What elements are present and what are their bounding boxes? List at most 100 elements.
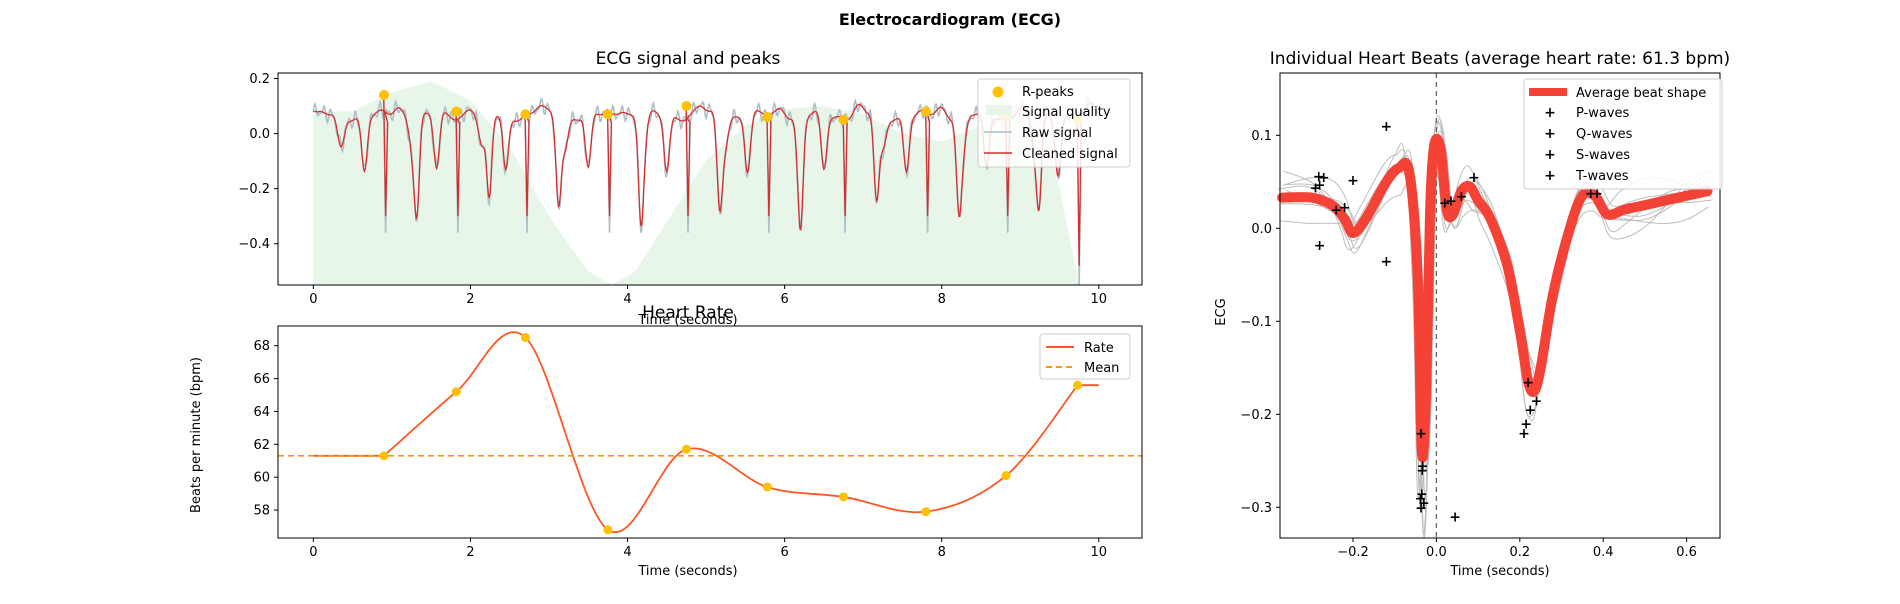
beats-ylabel: ECG xyxy=(1214,298,1229,325)
heart-beats-panel: +++++++++++++++++++++++++++++ −0.2 0.0 0.2… xyxy=(1214,49,1730,579)
legend-swave-label: S-waves xyxy=(1576,148,1630,163)
individual-beat-line xyxy=(1279,149,1705,493)
rate-xtick-label: 0 xyxy=(309,545,317,560)
q-wave-marker: + xyxy=(1415,426,1427,442)
legend-cleaned-label: Cleaned signal xyxy=(1022,147,1118,162)
ecg-xtick-label: 0 xyxy=(309,292,317,307)
r-peak-marker xyxy=(921,106,931,117)
r-peak-marker xyxy=(520,109,531,120)
rate-ytick-label: 62 xyxy=(253,438,270,453)
ecg-signal-panel: 0 2 4 6 8 10 −0.4 −0.2 0.0 0.2 ECG signal and pea… xyxy=(238,49,1143,328)
rate-point-marker xyxy=(603,525,613,535)
rate-xlabel: Time (seconds) xyxy=(637,564,737,579)
ecg-title: ECG signal and peaks xyxy=(596,49,781,69)
t-wave-marker: + xyxy=(1449,510,1461,526)
t-wave-marker: + xyxy=(1445,193,1457,209)
legend-twave-marker: + xyxy=(1544,168,1556,184)
rate-ytick-label: 58 xyxy=(253,504,270,519)
legend-pwave-marker: + xyxy=(1544,105,1556,121)
p-wave-marker: + xyxy=(1339,200,1351,216)
legend-raw-label: Raw signal xyxy=(1022,126,1092,141)
ecg-axes-frame xyxy=(277,72,1143,286)
p-wave-marker: + xyxy=(1310,180,1322,196)
t-wave-marker: + xyxy=(1591,186,1603,202)
p-wave-marker: + xyxy=(1330,203,1342,219)
p-wave-marker: + xyxy=(1313,169,1325,185)
t-wave-marker: + xyxy=(1380,254,1392,270)
beats-xtick-label: 0.2 xyxy=(1509,545,1530,560)
rate-ytick-label: 64 xyxy=(253,405,270,420)
p-wave-marker: + xyxy=(1314,238,1326,254)
rate-point-marker xyxy=(451,387,461,397)
r-peak-marker xyxy=(379,90,390,101)
p-wave-marker: + xyxy=(1347,173,1359,189)
rate-legend: Rate Mean xyxy=(1039,333,1131,380)
ecg-legend: R-peaks Signal quality Raw signal Cleane… xyxy=(977,78,1131,168)
figure-suptitle: Electrocardiogram (ECG) xyxy=(839,10,1061,29)
s-wave-marker: + xyxy=(1531,393,1543,409)
rate-point-marker xyxy=(921,507,931,517)
beats-xtick-label: 0.4 xyxy=(1593,545,1614,560)
legend-pwave-label: P-waves xyxy=(1576,106,1630,121)
legend-quality-swatch xyxy=(986,105,1012,115)
p-wave-marker: + xyxy=(1380,119,1392,135)
rate-xtick-label: 10 xyxy=(1091,545,1108,560)
beats-ytick-label: 0.0 xyxy=(1251,222,1272,237)
legend-mean-label: Mean xyxy=(1084,361,1119,376)
legend-rpeak-marker xyxy=(992,86,1004,98)
r-peak-marker xyxy=(762,112,773,123)
rate-ytick-label: 66 xyxy=(253,372,270,387)
r-peak-marker xyxy=(681,101,692,112)
legend-twave-label: T-waves xyxy=(1575,169,1629,184)
q-wave-marker: + xyxy=(1415,491,1427,507)
rate-ylabel: Beats per minute (bpm) xyxy=(189,357,204,513)
beats-ytick-label: 0.1 xyxy=(1251,129,1272,144)
rate-point-marker xyxy=(681,444,691,454)
beats-xlabel: Time (seconds) xyxy=(1449,564,1549,579)
ecg-xtick-label: 10 xyxy=(1091,292,1108,307)
rate-xtick-label: 6 xyxy=(780,545,788,560)
cleaned-signal-line xyxy=(313,94,1100,266)
rate-xtick-label: 8 xyxy=(938,545,946,560)
rate-point-marker xyxy=(1073,380,1083,390)
t-wave-marker: + xyxy=(1456,189,1468,205)
r-peak-marker xyxy=(602,109,613,120)
beats-xtick-label: 0.6 xyxy=(1676,545,1697,560)
q-wave-marker: + xyxy=(1418,496,1430,512)
rate-point-marker xyxy=(762,482,772,492)
ecg-ytick-label: −0.2 xyxy=(238,182,270,197)
legend-avg-label: Average beat shape xyxy=(1576,86,1706,101)
legend-rate-label: Rate xyxy=(1084,341,1114,356)
r-peak-marker xyxy=(451,106,462,117)
rate-xtick-label: 2 xyxy=(466,545,474,560)
rate-line xyxy=(383,331,1079,534)
beats-axes-frame xyxy=(1279,72,1721,539)
legend-qwave-label: Q-waves xyxy=(1576,127,1633,142)
ecg-ytick-label: 0.0 xyxy=(249,127,270,142)
rate-xtick-label: 4 xyxy=(623,545,631,560)
t-wave-marker: + xyxy=(1439,195,1451,211)
legend-qwave-marker: + xyxy=(1544,126,1556,142)
q-wave-marker: + xyxy=(1416,486,1428,502)
beats-ytick-label: −0.2 xyxy=(1240,408,1272,423)
ecg-ytick-label: 0.2 xyxy=(249,72,270,87)
s-wave-marker: + xyxy=(1518,426,1530,442)
p-wave-marker: + xyxy=(1318,170,1330,186)
s-wave-marker: + xyxy=(1524,403,1536,419)
s-wave-marker: + xyxy=(1522,375,1534,391)
ecg-ytick-label: −0.4 xyxy=(238,237,270,252)
t-wave-marker: + xyxy=(1585,186,1597,202)
rate-ytick-label: 68 xyxy=(253,339,270,354)
t-wave-marker: + xyxy=(1468,170,1480,186)
ecg-xtick-label: 8 xyxy=(938,292,946,307)
rate-axes-frame xyxy=(277,325,1143,539)
average-beat-line xyxy=(1277,133,1713,463)
beats-ytick-label: −0.1 xyxy=(1240,315,1272,330)
ecg-xtick-label: 6 xyxy=(780,292,788,307)
rate-title: Heart Rate xyxy=(642,303,734,323)
ecg-xtick-label: 2 xyxy=(466,292,474,307)
rate-point-marker xyxy=(839,492,849,502)
